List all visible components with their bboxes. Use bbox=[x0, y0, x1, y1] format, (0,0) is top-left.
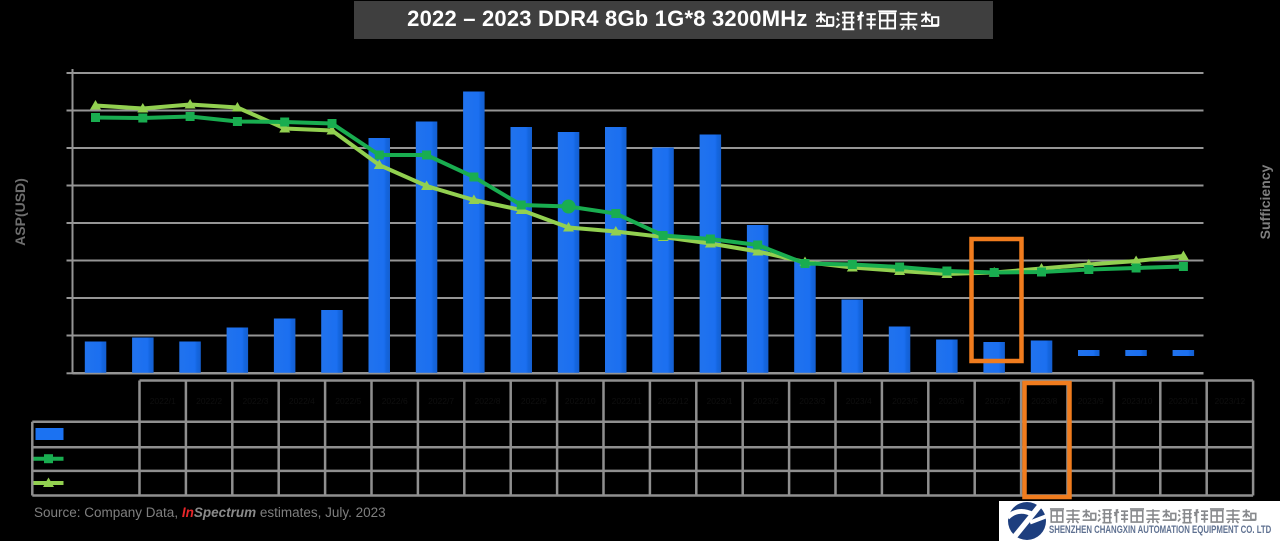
svg-text:2023/9: 2023/9 bbox=[1078, 396, 1104, 406]
svg-text:2023/6: 2023/6 bbox=[939, 396, 965, 406]
svg-text:2023/7: 2023/7 bbox=[985, 396, 1011, 406]
svg-text:2022/8: 2022/8 bbox=[475, 396, 501, 406]
svg-text:2022/2: 2022/2 bbox=[196, 396, 222, 406]
svg-text:2022/10: 2022/10 bbox=[565, 396, 596, 406]
svg-text:2022/11: 2022/11 bbox=[612, 396, 642, 406]
svg-text:2023/1: 2023/1 bbox=[707, 396, 733, 406]
svg-text:2022/3: 2022/3 bbox=[243, 396, 269, 406]
svg-text:2022/4: 2022/4 bbox=[289, 396, 315, 406]
svg-text:2023/3: 2023/3 bbox=[799, 396, 825, 406]
svg-text:2023/4: 2023/4 bbox=[846, 396, 872, 406]
svg-text:2022/12: 2022/12 bbox=[658, 396, 689, 406]
svg-text:2023/2: 2023/2 bbox=[753, 396, 779, 406]
svg-text:2023/11: 2023/11 bbox=[1168, 396, 1198, 406]
svg-text:2022/6: 2022/6 bbox=[382, 396, 408, 406]
svg-text:2022/9: 2022/9 bbox=[521, 396, 547, 406]
svg-text:2023/5: 2023/5 bbox=[892, 396, 918, 406]
svg-text:2022/5: 2022/5 bbox=[335, 396, 361, 406]
svg-text:2023/10: 2023/10 bbox=[1122, 396, 1153, 406]
svg-text:2023/8: 2023/8 bbox=[1031, 396, 1057, 406]
svg-text:2023/12: 2023/12 bbox=[1215, 396, 1246, 406]
svg-text:2022/1: 2022/1 bbox=[150, 396, 176, 406]
svg-text:2022/7: 2022/7 bbox=[428, 396, 454, 406]
